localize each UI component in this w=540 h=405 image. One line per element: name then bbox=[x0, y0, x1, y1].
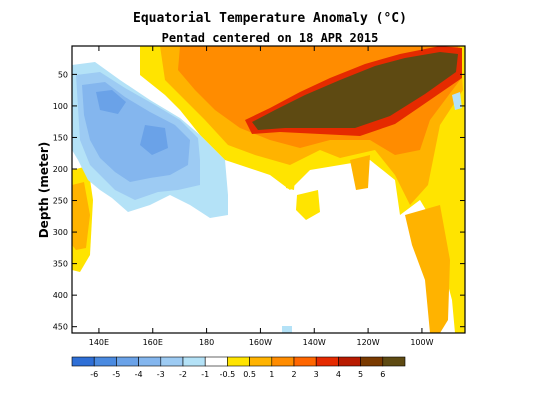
x-tick-label: 100W bbox=[410, 338, 433, 347]
y-tick-label: 300 bbox=[53, 228, 68, 237]
x-tick-label: 120W bbox=[357, 338, 380, 347]
anomaly-region-neg3 bbox=[96, 90, 126, 114]
colorbar: -6 -5 -4 -3 -2 -1 -0.5 0.5 1 2 3 4 5 6 bbox=[71, 356, 406, 379]
colorbar-swatch bbox=[116, 356, 139, 367]
plot-area bbox=[72, 46, 465, 333]
plot-frame bbox=[71, 45, 466, 334]
colorbar-label: 5 bbox=[358, 370, 363, 379]
colorbar-swatch bbox=[138, 356, 162, 367]
anomaly-region-5 bbox=[252, 52, 458, 130]
y-tick-label: 350 bbox=[53, 260, 68, 269]
anomaly-region-2 bbox=[405, 205, 450, 333]
colorbar-label: -5 bbox=[112, 370, 120, 379]
colorbar-swatch bbox=[382, 356, 406, 367]
anomaly-region-1 bbox=[296, 190, 320, 220]
colorbar-label: 2 bbox=[291, 370, 296, 379]
colorbar-swatch bbox=[160, 356, 184, 367]
colorbar-swatch bbox=[315, 356, 339, 367]
y-tick-label: 150 bbox=[53, 133, 68, 142]
x-tick-label: 160W bbox=[249, 338, 272, 347]
y-tick-label: 100 bbox=[53, 102, 68, 111]
colorbar-label: -1 bbox=[201, 370, 209, 379]
colorbar-swatch bbox=[293, 356, 317, 367]
anomaly-region-1 bbox=[285, 165, 296, 190]
anomaly-region-neg3 bbox=[140, 125, 168, 155]
y-tick-label: 450 bbox=[53, 323, 68, 332]
anomaly-region-2 bbox=[350, 155, 370, 190]
colorbar-label: 4 bbox=[336, 370, 341, 379]
y-tick-label: 400 bbox=[53, 291, 68, 300]
anomaly-region-neg05 bbox=[452, 92, 462, 110]
chart-title: Equatorial Temperature Anomaly (°C) bbox=[133, 11, 407, 26]
colorbar-swatch bbox=[204, 356, 228, 367]
colorbar-label: 0.5 bbox=[243, 370, 256, 379]
colorbar-swatch bbox=[227, 356, 250, 367]
y-tick-label: 200 bbox=[53, 165, 68, 174]
colorbar-label: 6 bbox=[380, 370, 385, 379]
y-axis: 50 100 150 200 250 300 350 400 450 bbox=[53, 70, 465, 332]
colorbar-swatch bbox=[338, 356, 361, 367]
x-tick-label: 140W bbox=[303, 338, 326, 347]
colorbar-label: -3 bbox=[157, 370, 165, 379]
colorbar-label: -4 bbox=[135, 370, 143, 379]
anomaly-region-2 bbox=[72, 182, 90, 250]
colorbar-swatch bbox=[271, 356, 295, 367]
x-axis: 140E 160E 180 160W 140W 120W 100W bbox=[89, 46, 434, 347]
anomaly-region-neg05 bbox=[282, 326, 292, 333]
chart-subtitle: Pentad centered on 18 APR 2015 bbox=[162, 31, 379, 45]
colorbar-swatch bbox=[93, 356, 117, 367]
y-tick-label: 250 bbox=[53, 197, 68, 206]
x-tick-label: 160E bbox=[143, 338, 163, 347]
colorbar-label: 1 bbox=[269, 370, 274, 379]
colorbar-swatch bbox=[182, 356, 206, 367]
x-tick-label: 140E bbox=[89, 338, 109, 347]
y-tick-label: 50 bbox=[58, 70, 68, 79]
colorbar-label: -2 bbox=[179, 370, 187, 379]
colorbar-swatch bbox=[249, 356, 273, 367]
colorbar-label: 3 bbox=[314, 370, 319, 379]
colorbar-label: -6 bbox=[90, 370, 98, 379]
colorbar-swatch bbox=[71, 356, 95, 367]
x-tick-label: 180 bbox=[199, 338, 214, 347]
y-axis-label: Depth (meter) bbox=[37, 142, 51, 239]
colorbar-swatch bbox=[360, 356, 384, 367]
colorbar-label: -0.5 bbox=[220, 370, 236, 379]
